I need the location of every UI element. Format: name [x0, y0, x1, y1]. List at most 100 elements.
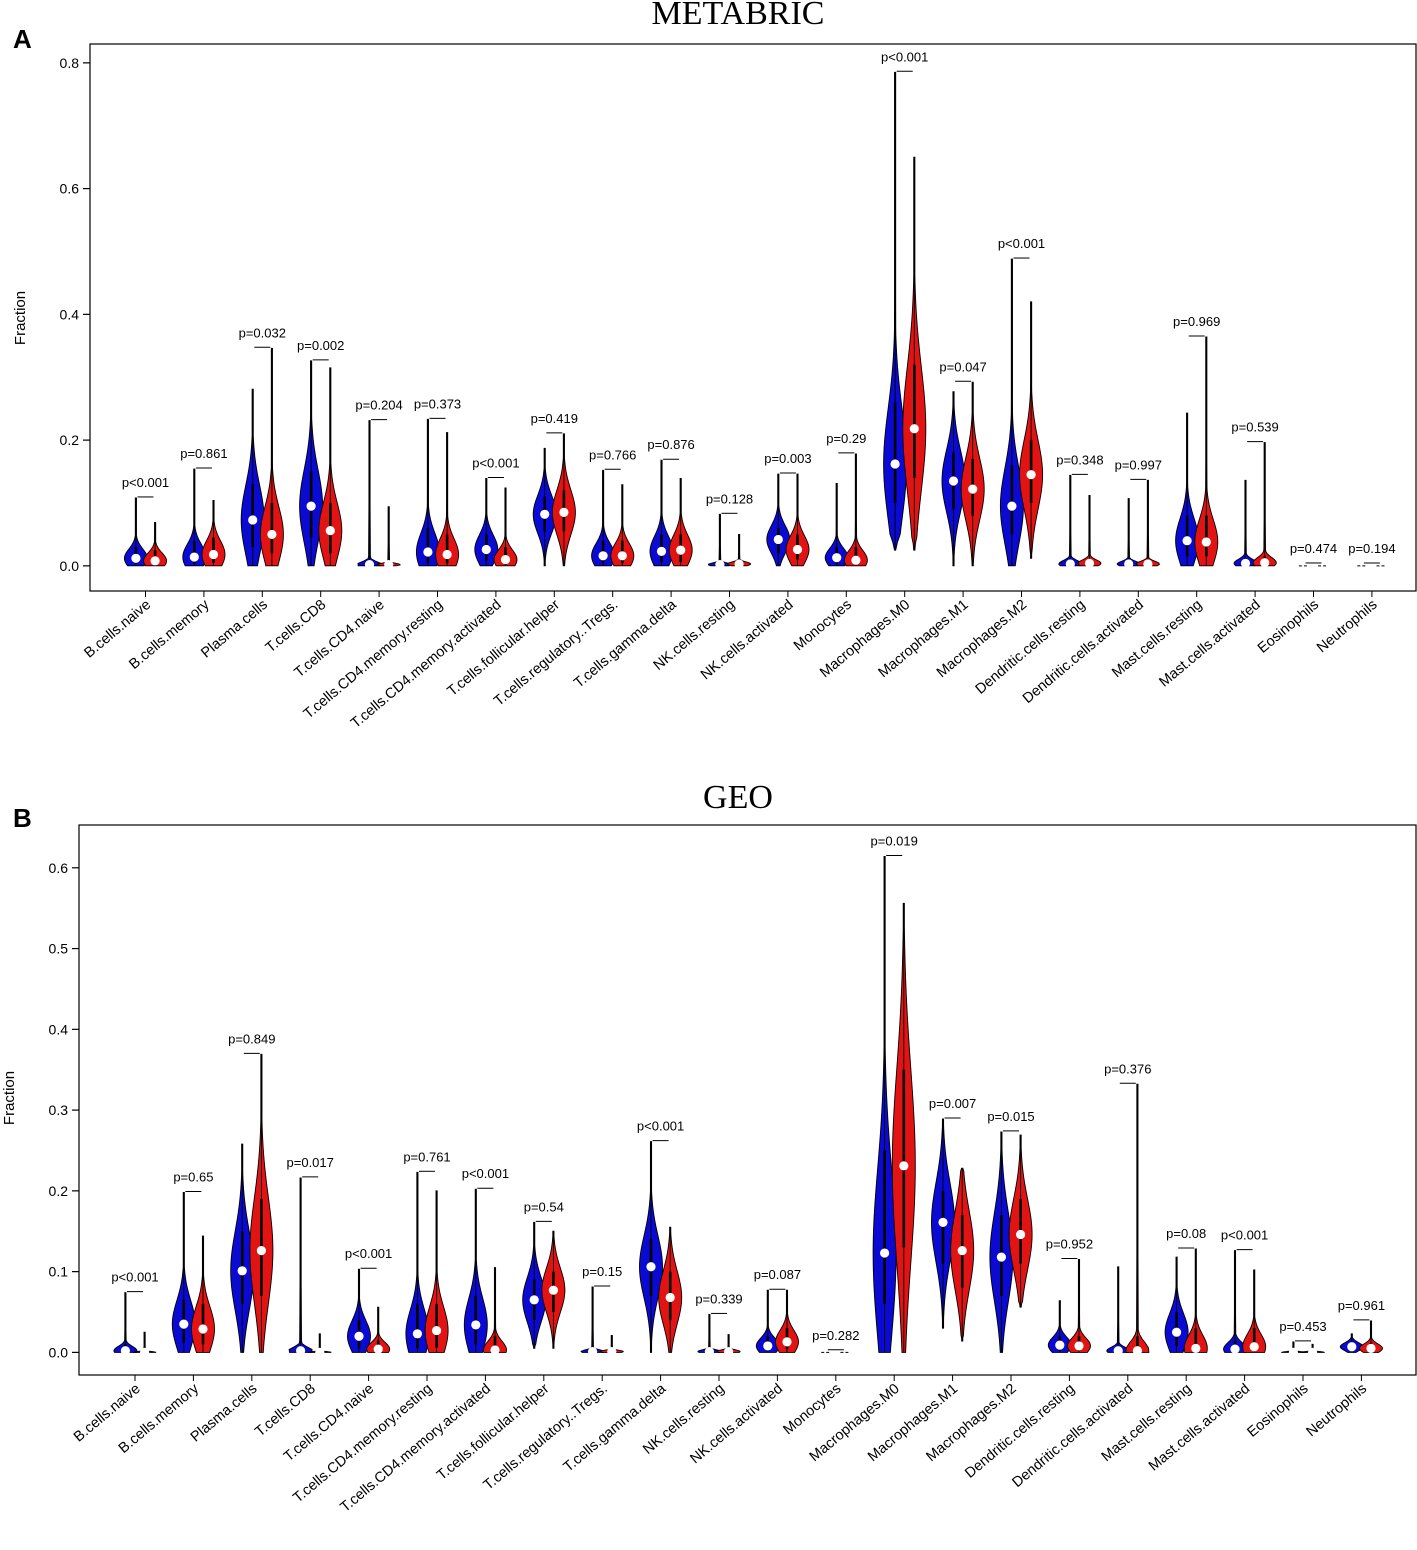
p-value-label: p<0.001	[637, 1119, 684, 1134]
median-point	[1084, 558, 1095, 568]
p-value-label: p=0.997	[1115, 457, 1162, 472]
panel-letter: B	[13, 803, 32, 833]
median-point	[559, 507, 569, 518]
p-value-label: p=0.766	[589, 447, 636, 462]
panel-letter: A	[13, 24, 32, 54]
median-point	[832, 553, 842, 563]
median-point	[996, 1252, 1007, 1262]
median-point	[1132, 1346, 1142, 1356]
median-point	[938, 1217, 948, 1227]
median-point	[189, 552, 199, 562]
median-point	[957, 1246, 967, 1256]
median-point	[1308, 1347, 1318, 1357]
p-value-label: p=0.861	[180, 446, 227, 461]
p-value-label: p=0.29	[826, 431, 866, 446]
median-point	[1026, 470, 1036, 480]
p-value-label: p=0.952	[1046, 1237, 1093, 1252]
median-point	[1260, 558, 1270, 568]
p-value-label: p<0.001	[881, 49, 928, 64]
iqr-box	[941, 1190, 945, 1264]
median-point	[763, 1341, 773, 1351]
iqr-box	[416, 1303, 419, 1349]
p-value-label: p<0.001	[998, 236, 1045, 251]
p-value-label: p=0.204	[355, 398, 402, 413]
iqr-box	[493, 1336, 497, 1353]
y-tick-label: 0.2	[49, 1183, 69, 1199]
median-point	[131, 553, 141, 563]
median-point	[140, 1347, 150, 1357]
p-value-label: p=0.761	[403, 1149, 450, 1164]
y-tick-label: 0.3	[49, 1102, 69, 1118]
median-point	[423, 547, 433, 557]
median-point	[267, 529, 277, 540]
median-point	[529, 1295, 539, 1305]
y-tick-label: 0.0	[60, 558, 80, 574]
iqr-box	[893, 402, 897, 503]
plot-frame	[89, 43, 1417, 592]
median-point	[1191, 1343, 1201, 1353]
median-point	[481, 544, 491, 555]
median-point	[306, 501, 316, 511]
median-point	[880, 1248, 890, 1258]
median-point	[948, 476, 959, 486]
median-point	[325, 526, 335, 536]
median-point	[1201, 537, 1211, 547]
median-point	[540, 509, 550, 519]
median-point	[198, 1324, 208, 1334]
p-value-label: p=0.017	[287, 1155, 334, 1170]
p-value-label: p=0.019	[871, 833, 918, 848]
p-value-label: p=0.002	[297, 338, 344, 353]
iqr-box	[201, 1303, 205, 1345]
median-point	[1182, 536, 1192, 546]
median-point	[364, 559, 375, 570]
median-point	[237, 1266, 247, 1276]
median-point	[1124, 559, 1134, 569]
plot-frame	[78, 824, 1417, 1376]
median-point	[315, 1347, 325, 1357]
median-point	[851, 555, 861, 565]
median-point	[471, 1320, 481, 1330]
iqr-box	[1136, 1336, 1139, 1353]
p-value-label: p=0.969	[1173, 314, 1220, 329]
iqr-box	[1010, 465, 1014, 535]
median-point	[490, 1345, 500, 1355]
median-point	[773, 534, 783, 545]
median-point	[248, 515, 258, 525]
y-tick-label: 0.8	[60, 55, 80, 71]
median-point	[598, 551, 608, 561]
median-point	[442, 549, 452, 560]
iqr-box	[270, 502, 274, 554]
p-value-label: p<0.001	[1221, 1228, 1268, 1243]
median-point	[676, 545, 686, 555]
p-value-label: p=0.087	[754, 1267, 801, 1282]
p-value-label: p=0.373	[414, 396, 461, 411]
median-point	[607, 1346, 617, 1357]
y-tick-label: 0.1	[49, 1264, 69, 1280]
y-axis-label: Fraction	[1, 1071, 18, 1125]
y-tick-label: 0.6	[60, 181, 80, 197]
median-point	[1074, 1341, 1084, 1351]
median-point	[500, 554, 511, 565]
p-value-label: p<0.001	[122, 475, 169, 490]
p-value-label: p=0.339	[695, 1291, 742, 1306]
y-tick-label: 0.4	[60, 306, 80, 322]
median-point	[208, 549, 219, 560]
iqr-box	[435, 1303, 438, 1348]
p-value-label: p=0.453	[1279, 1319, 1326, 1334]
median-point	[1007, 501, 1017, 511]
p-value-label: p=0.282	[812, 1328, 859, 1343]
iqr-box	[913, 364, 916, 478]
p-value-label: p=0.15	[582, 1264, 622, 1279]
y-tick-label: 0.0	[49, 1344, 69, 1360]
iqr-box	[193, 540, 196, 564]
iqr-box	[426, 528, 430, 563]
median-point	[384, 559, 394, 570]
median-point	[1016, 1229, 1026, 1240]
iqr-box	[1185, 515, 1189, 557]
median-point	[588, 1346, 598, 1357]
iqr-box	[1194, 1328, 1198, 1353]
median-point	[1143, 559, 1153, 569]
p-value-label: p=0.015	[987, 1109, 1034, 1124]
p-value-label: p=0.376	[1104, 1061, 1151, 1076]
median-point	[373, 1344, 383, 1354]
